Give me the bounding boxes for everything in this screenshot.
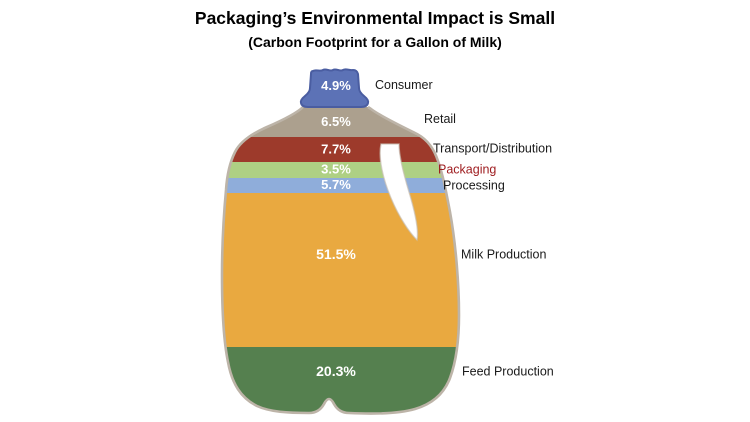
segment-value-transport-distribution: 7.7%	[321, 142, 351, 157]
chart-subtitle: (Carbon Footprint for a Gallon of Milk)	[248, 34, 502, 50]
jug-cap-consumer-segment	[299, 68, 370, 108]
segment-label-retail: Retail	[424, 112, 456, 126]
segment-value-milk-production: 51.5%	[316, 246, 356, 262]
segment-labels: Consumer Retail Transport/Distribution P…	[375, 78, 554, 379]
segment-band-milk-production	[222, 193, 459, 347]
segment-label-milk-production: Milk Production	[461, 248, 546, 262]
segment-value-packaging: 3.5%	[321, 162, 351, 177]
segment-label-processing: Processing	[443, 179, 505, 193]
segment-label-transport-distribution: Transport/Distribution	[433, 142, 552, 156]
segment-value-retail: 6.5%	[321, 114, 351, 129]
segment-values: 4.9% 6.5% 7.7% 3.5% 5.7% 51.5% 20.3%	[316, 78, 356, 379]
segment-label-feed-production: Feed Production	[462, 365, 554, 379]
segment-value-processing: 5.7%	[321, 177, 351, 192]
chart-title: Packaging’s Environmental Impact is Smal…	[195, 8, 555, 28]
segment-band-transport-distribution	[222, 137, 459, 162]
segment-label-consumer: Consumer	[375, 78, 433, 92]
segment-value-consumer: 4.9%	[321, 78, 351, 93]
segment-band-feed-production	[222, 347, 459, 414]
segment-value-feed-production: 20.3%	[316, 363, 356, 379]
segment-label-packaging: Packaging	[438, 163, 496, 177]
jug-body-outline	[220, 105, 461, 415]
jug-handle-cutout	[379, 143, 419, 242]
